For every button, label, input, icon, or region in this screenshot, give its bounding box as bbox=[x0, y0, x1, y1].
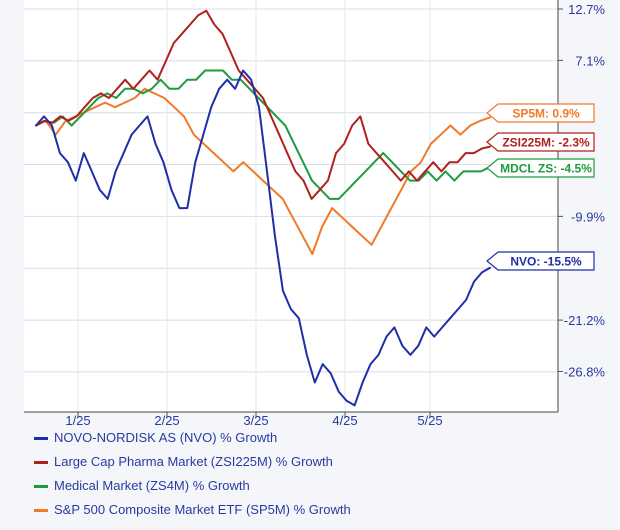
legend-item: Large Cap Pharma Market (ZSI225M) % Grow… bbox=[0, 450, 620, 474]
legend-item: NOVO-NORDISK AS (NVO) % Growth bbox=[0, 426, 620, 450]
legend-swatch bbox=[34, 509, 48, 512]
x-tick-label: 3/25 bbox=[243, 413, 268, 426]
y-tick-label: -26.8% bbox=[564, 364, 606, 379]
y-tick-label: -21.2% bbox=[564, 313, 606, 328]
svg-text:MDCL ZS: -4.5%: MDCL ZS: -4.5% bbox=[500, 162, 592, 176]
chart-legend: NOVO-NORDISK AS (NVO) % Growth Large Cap … bbox=[0, 426, 620, 522]
legend-swatch bbox=[34, 461, 48, 464]
x-tick-label: 1/25 bbox=[65, 413, 90, 426]
y-tick-label: 12.7% bbox=[568, 2, 605, 17]
series-end-label: MDCL ZS: -4.5% bbox=[486, 158, 595, 178]
series-end-label: SP5M: 0.9% bbox=[486, 103, 595, 123]
legend-item: Medical Market (ZS4M) % Growth bbox=[0, 474, 620, 498]
series-line bbox=[35, 9, 491, 200]
line-chart: 1/25 2/25 3/25 4/25 5/25 12.7% 7.1% -9.9% -21.2%… bbox=[24, 0, 606, 426]
x-tick-label: 2/25 bbox=[154, 413, 179, 426]
svg-text:ZSI225M: -2.3%: ZSI225M: -2.3% bbox=[502, 136, 590, 150]
legend-item: S&P 500 Composite Market ETF (SP5M) % Gr… bbox=[0, 498, 620, 522]
series-line bbox=[35, 69, 491, 407]
legend-swatch bbox=[34, 437, 48, 440]
x-tick-label: 4/25 bbox=[332, 413, 357, 426]
legend-label: S&P 500 Composite Market ETF (SP5M) % Gr… bbox=[54, 502, 351, 517]
svg-text:NVO: -15.5%: NVO: -15.5% bbox=[510, 255, 582, 269]
svg-text:SP5M: 0.9%: SP5M: 0.9% bbox=[512, 107, 580, 121]
legend-label: Large Cap Pharma Market (ZSI225M) % Grow… bbox=[54, 454, 333, 469]
series-end-label: NVO: -15.5% bbox=[486, 251, 595, 271]
series-end-label: ZSI225M: -2.3% bbox=[486, 132, 595, 152]
series-line bbox=[35, 87, 491, 255]
legend-swatch bbox=[34, 485, 48, 488]
y-tick-label: 7.1% bbox=[575, 53, 605, 68]
y-tick-label: -9.9% bbox=[571, 209, 605, 224]
legend-label: Medical Market (ZS4M) % Growth bbox=[54, 478, 250, 493]
x-tick-label: 5/25 bbox=[417, 413, 442, 426]
legend-label: NOVO-NORDISK AS (NVO) % Growth bbox=[54, 430, 278, 445]
